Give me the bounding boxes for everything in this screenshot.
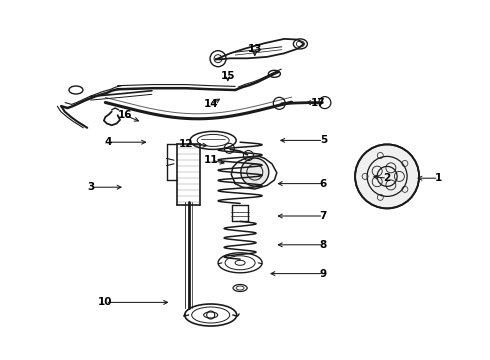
Text: 14: 14 xyxy=(203,99,218,109)
Circle shape xyxy=(241,158,269,186)
Text: 12: 12 xyxy=(179,139,194,149)
Text: 13: 13 xyxy=(247,44,262,54)
Text: 10: 10 xyxy=(98,297,113,307)
Text: 4: 4 xyxy=(104,137,112,147)
Text: 2: 2 xyxy=(384,173,391,183)
Text: 8: 8 xyxy=(320,240,327,250)
Text: 6: 6 xyxy=(320,179,327,189)
Text: 9: 9 xyxy=(320,269,327,279)
Text: 5: 5 xyxy=(320,135,327,145)
Text: 7: 7 xyxy=(319,211,327,221)
Text: 17: 17 xyxy=(311,98,326,108)
Text: 1: 1 xyxy=(435,173,442,183)
Text: 3: 3 xyxy=(87,182,94,192)
Text: 11: 11 xyxy=(203,155,218,165)
Text: 16: 16 xyxy=(118,110,132,120)
Circle shape xyxy=(355,144,419,208)
Text: 15: 15 xyxy=(220,71,235,81)
